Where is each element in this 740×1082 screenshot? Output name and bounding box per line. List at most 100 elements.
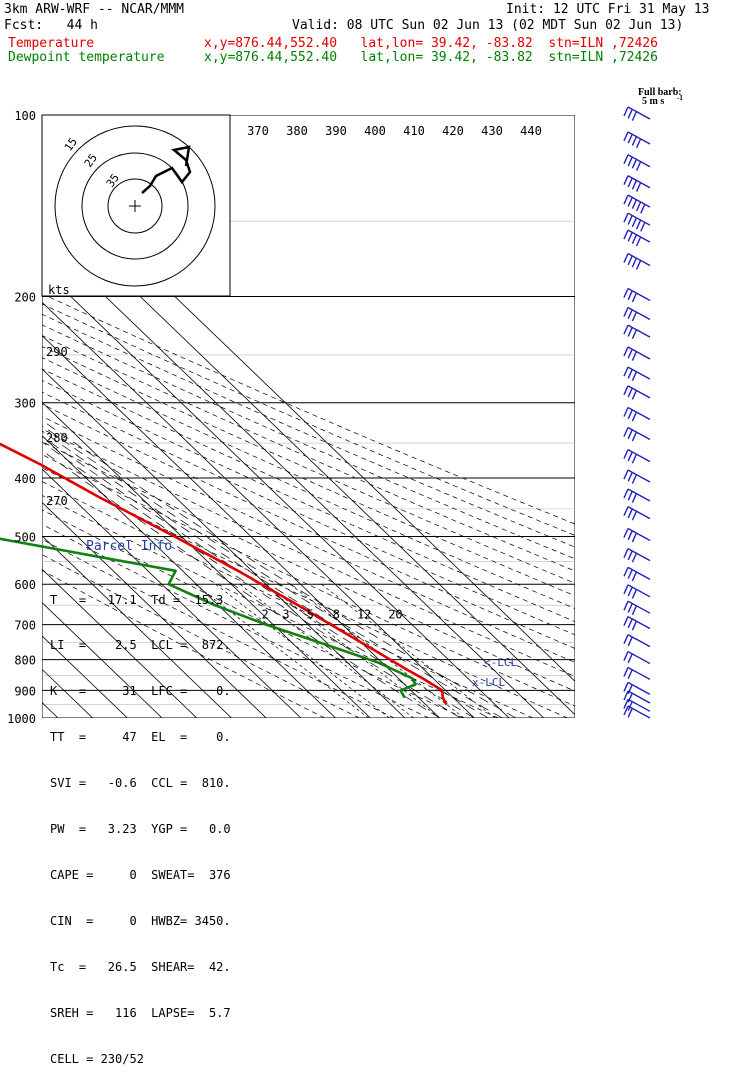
wind-barb-flag bbox=[623, 212, 629, 223]
hodograph-ring-label: 35 bbox=[104, 171, 122, 189]
theta-label: 270 bbox=[46, 494, 68, 508]
wind-barb-flag bbox=[623, 616, 629, 626]
isotherm-line bbox=[42, 535, 232, 718]
pressure-tick-label: 600 bbox=[14, 578, 36, 592]
parcel-info-table: T = 17.1 Td = 15.3 LI = 2.5 LCL = 872. K… bbox=[50, 562, 231, 1082]
wind-barb-flag bbox=[623, 407, 629, 417]
wind-barb-flag bbox=[631, 311, 638, 322]
wind-key-title: Full barb: bbox=[638, 87, 682, 98]
wind-barb-staff bbox=[627, 385, 651, 399]
wind-barb-staff bbox=[627, 194, 651, 208]
wind-barb-staff bbox=[627, 212, 651, 226]
parcel-row: PW = 3.23 YGP = 0.0 bbox=[50, 822, 231, 837]
hodograph-ring bbox=[107, 178, 163, 234]
wind-barb-flag bbox=[627, 232, 633, 242]
wind-barb-staff bbox=[627, 366, 651, 380]
wind-barb-flag bbox=[627, 255, 633, 266]
wind-barb-flag bbox=[627, 215, 633, 225]
wind-barb-flag bbox=[623, 528, 629, 538]
moist-adiabat bbox=[42, 449, 440, 718]
temperature-location: x,y=876.44,552.40 lat,lon= 39.42, -83.82… bbox=[204, 36, 658, 51]
wind-barb bbox=[623, 212, 651, 232]
pressure-tick-label: 800 bbox=[14, 654, 36, 668]
wind-barb-staff bbox=[627, 566, 651, 580]
wind-barb-flag bbox=[627, 569, 633, 579]
dry-adiabat bbox=[42, 467, 568, 718]
wind-barb-flag bbox=[623, 307, 629, 317]
wind-barb-flag bbox=[623, 469, 629, 480]
parcel-row: CELL = 230/52 bbox=[50, 1051, 144, 1066]
wind-barb bbox=[623, 548, 651, 563]
wind-barb-flag bbox=[631, 351, 638, 361]
isotherm-line bbox=[42, 368, 406, 718]
moist-adiabat bbox=[42, 435, 475, 718]
parcel-info-title: Parcel Info bbox=[86, 539, 173, 554]
dry-adiabat bbox=[42, 554, 360, 718]
pressure-tick-label: 300 bbox=[14, 397, 36, 411]
dry-adiabat bbox=[42, 324, 575, 560]
lcl-label: <-LCL bbox=[484, 656, 517, 669]
wind-barb-staff bbox=[627, 650, 651, 665]
hodograph-ring-label: 15 bbox=[62, 135, 80, 153]
parcel-row: SVI = -0.6 CCL = 810. bbox=[50, 776, 231, 791]
wind-barb-flag bbox=[623, 154, 629, 165]
mixing-ratio-label: 2 bbox=[262, 608, 269, 622]
wind-barb-flag bbox=[631, 532, 638, 543]
wind-barb-flag bbox=[640, 204, 646, 214]
wind-barb-flag bbox=[631, 552, 638, 563]
wind-barb-flag bbox=[623, 667, 629, 677]
mixing-ratio-label: 3 bbox=[282, 608, 289, 622]
isotherm-line bbox=[42, 468, 302, 718]
dry-adiabat bbox=[42, 346, 575, 584]
dewpoint-trace bbox=[0, 537, 417, 699]
wind-barb-flag bbox=[635, 182, 642, 192]
wind-barb-flag bbox=[623, 324, 629, 335]
dry-adiabat bbox=[42, 428, 575, 678]
wind-barb-flag bbox=[635, 236, 642, 247]
mixing-ratio-line bbox=[321, 583, 496, 718]
wind-barb-flag bbox=[627, 618, 633, 629]
wind-barb-flag bbox=[623, 288, 629, 298]
dewpoint-legend-label: Dewpoint temperature bbox=[8, 50, 165, 65]
diagram-grid bbox=[42, 115, 575, 718]
wind-barb bbox=[623, 324, 651, 340]
pressure-tick-label: 400 bbox=[14, 472, 36, 486]
wind-barb-staff bbox=[627, 449, 651, 463]
wind-barb-flag bbox=[623, 488, 629, 499]
wind-barb-flag bbox=[631, 180, 638, 190]
isotherm-line bbox=[42, 401, 371, 718]
pressure-tick-label: 200 bbox=[14, 291, 36, 305]
wind-barb bbox=[623, 229, 651, 247]
model-title: 3km ARW-WRF -- NCAR/MMM bbox=[4, 2, 185, 17]
wind-barb bbox=[623, 698, 651, 712]
wind-barb-flag bbox=[623, 253, 629, 263]
wind-barb-flag bbox=[631, 620, 638, 631]
forecast-hour: Fcst: 44 h bbox=[4, 18, 98, 33]
pressure-tick-label: 900 bbox=[14, 684, 36, 698]
wind-barb-flag bbox=[631, 571, 638, 582]
wind-barb-flag bbox=[627, 348, 633, 359]
wind-barb bbox=[623, 666, 651, 681]
wind-barb-staff bbox=[627, 229, 651, 243]
wind-key-exponent: -1 bbox=[677, 94, 683, 102]
pressure-tick-label: 100 bbox=[14, 109, 36, 123]
pressure-tick-label: 1000 bbox=[7, 712, 36, 726]
wind-barb-staff bbox=[627, 426, 651, 441]
wind-barb bbox=[623, 469, 651, 484]
wind-barb bbox=[623, 615, 651, 631]
wind-barb-flag bbox=[631, 217, 638, 228]
hodograph-trace bbox=[141, 145, 192, 194]
parcel-row: CIN = 0 HWBZ= 3450. bbox=[50, 913, 231, 928]
wind-barb-flag bbox=[623, 229, 629, 240]
wind-barb-staff bbox=[627, 698, 651, 712]
parcel-row: K = 31 LFC = 0. bbox=[50, 684, 231, 699]
wind-barb bbox=[623, 306, 651, 322]
wind-barb-flag bbox=[627, 530, 633, 541]
theta-label: 280 bbox=[46, 431, 68, 445]
wind-barb-flag bbox=[627, 586, 633, 597]
wind-barb-flag bbox=[627, 156, 633, 167]
wind-barb-flag bbox=[635, 219, 642, 230]
moist-adiabat bbox=[42, 419, 517, 718]
